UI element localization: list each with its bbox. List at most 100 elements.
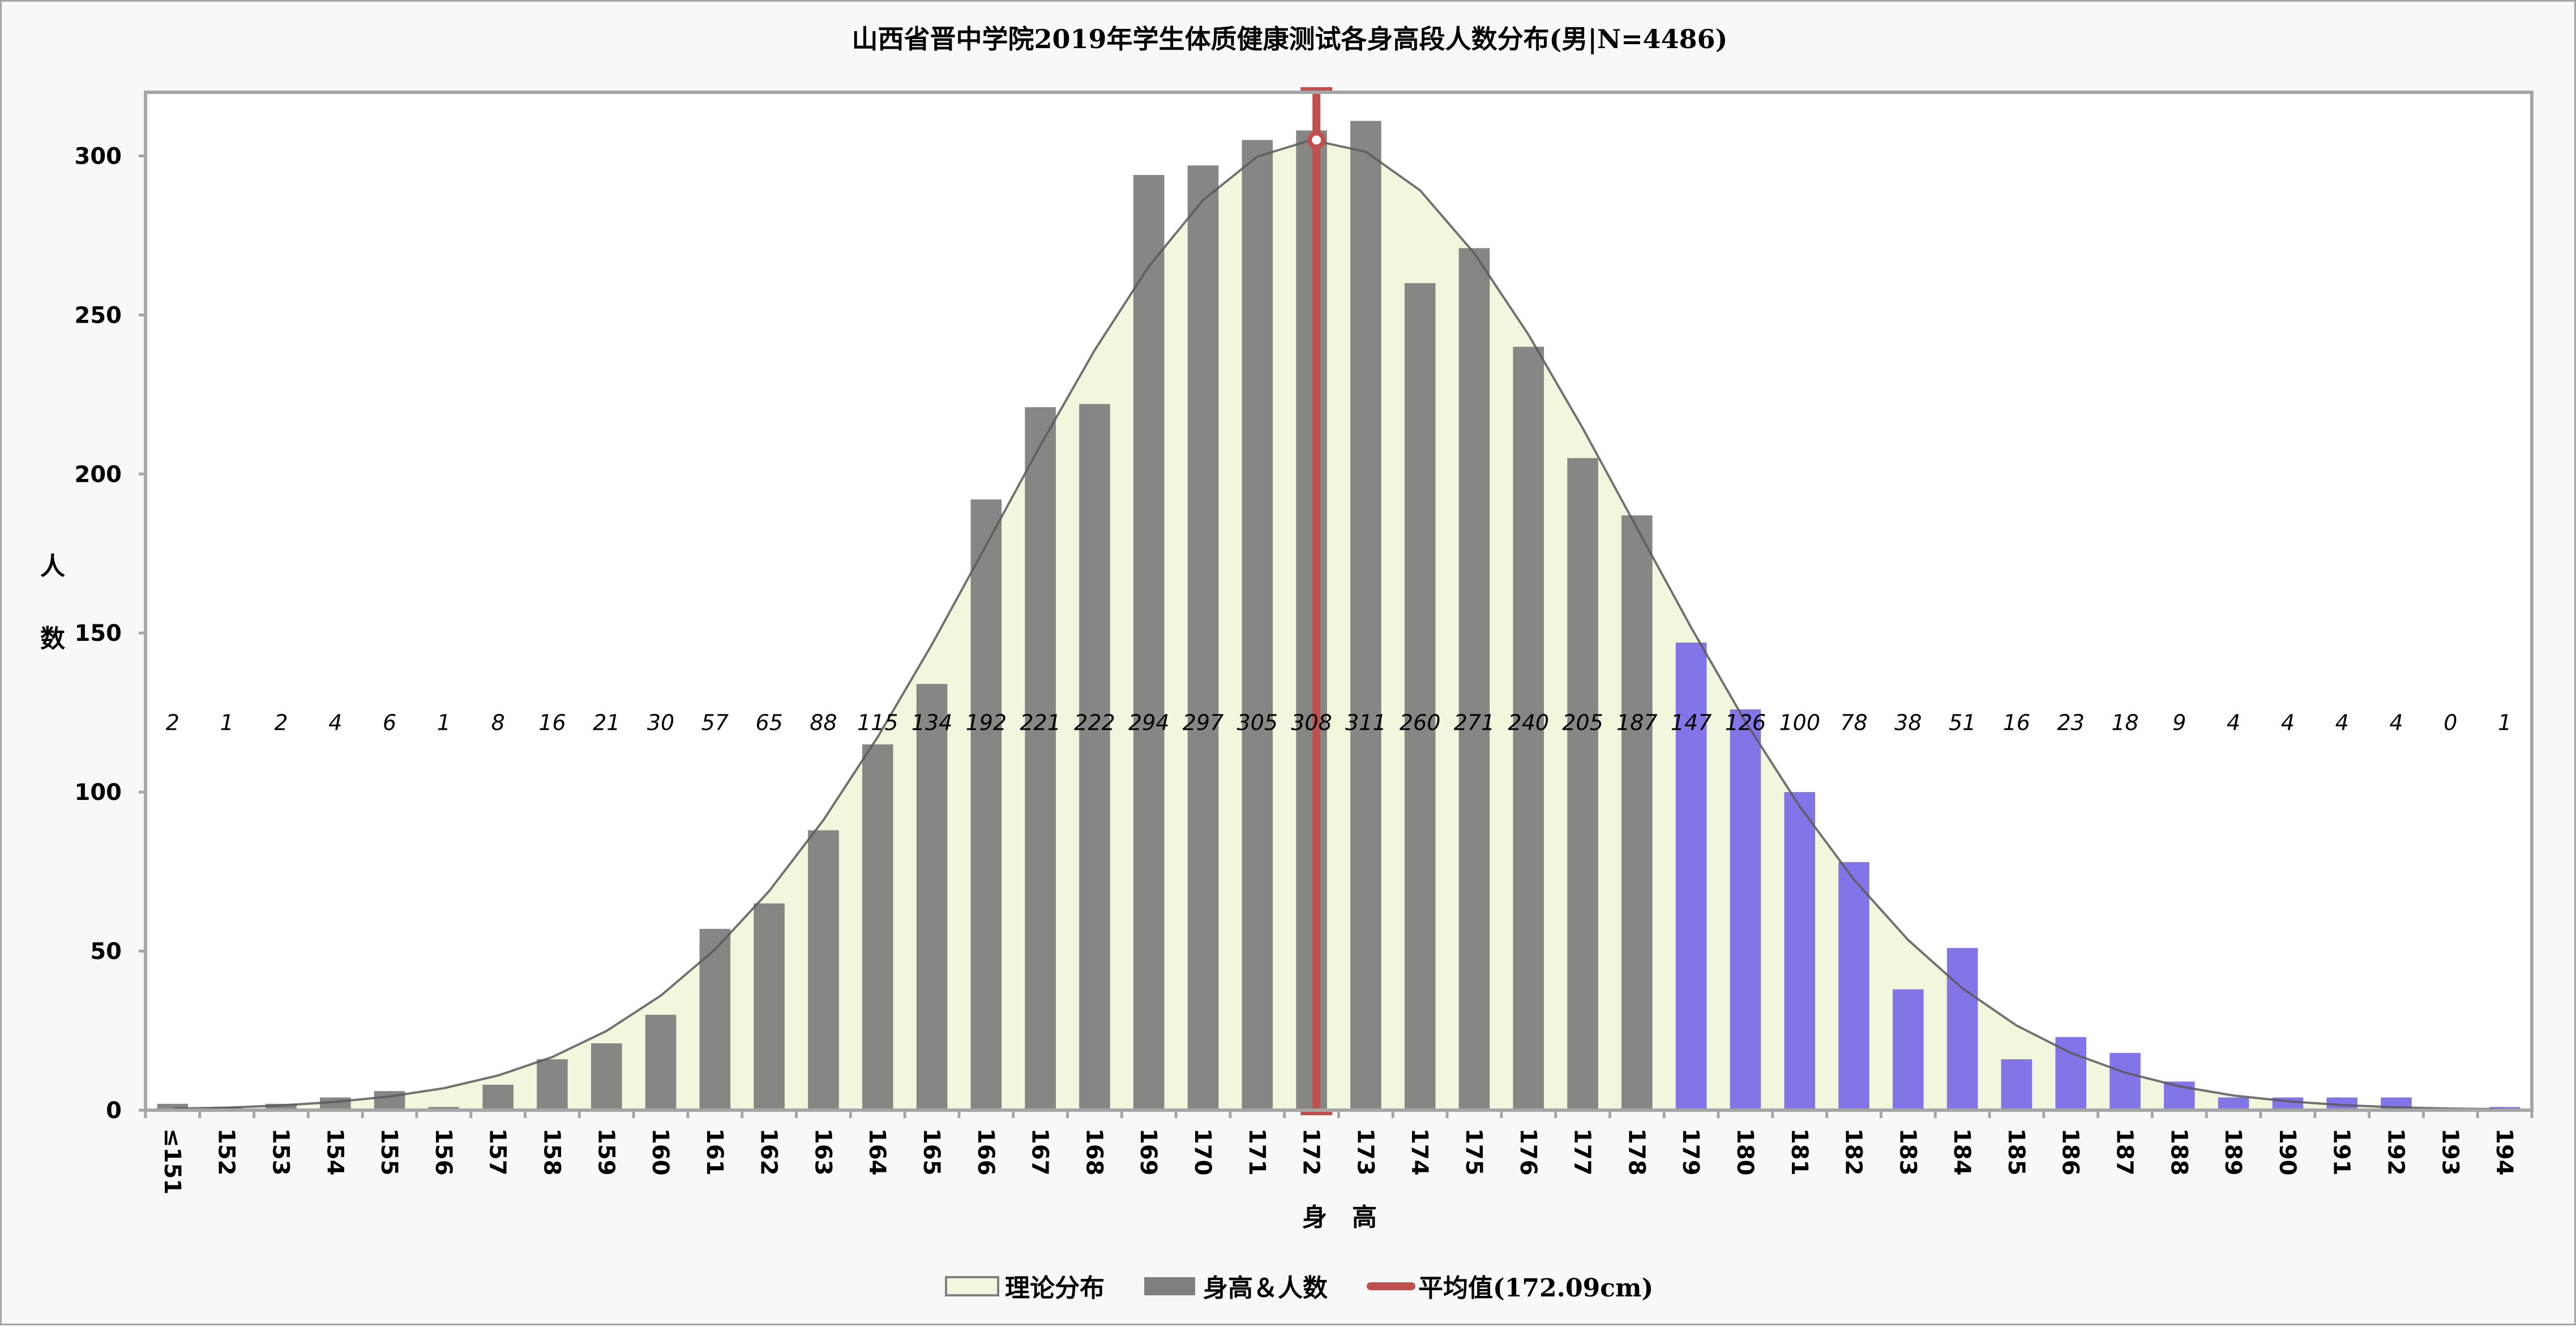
bar — [1404, 283, 1436, 1110]
theoretical-distribution-line — [172, 139, 2505, 1111]
x-tick-label: 166 — [973, 1128, 999, 1176]
legend-item: 身高＆人数 — [1144, 1274, 1328, 1303]
x-tick-label: 168 — [1081, 1128, 1107, 1176]
x-tick-label: 189 — [2220, 1128, 2246, 1176]
legend-swatch-bar — [1144, 1277, 1195, 1295]
x-tick-label: 159 — [593, 1128, 619, 1176]
x-tick-label: 179 — [1678, 1128, 1704, 1176]
x-axis: ≤151 152 153 154 155 156 157 158 159 160 161 162 163… — [144, 1110, 2534, 1195]
x-tick-label: 191 — [2329, 1128, 2355, 1176]
bar — [2326, 1097, 2358, 1110]
data-label: 2 — [274, 710, 288, 735]
y-tick-label: 150 — [75, 620, 122, 647]
x-tick-label: 164 — [864, 1128, 890, 1176]
y-tick-label: 200 — [75, 461, 122, 487]
data-label: 9 — [2172, 710, 2186, 735]
x-tick-label: 184 — [1949, 1128, 1975, 1176]
data-label: 8 — [491, 710, 505, 735]
data-label: 221 — [1020, 710, 1061, 735]
x-tick-label: 185 — [2003, 1128, 2029, 1176]
y-tick-label: 250 — [75, 302, 122, 328]
x-tick-label: 171 — [1244, 1128, 1270, 1176]
mean-line — [1300, 87, 1333, 1115]
x-tick-label: ≤151 — [159, 1128, 185, 1195]
x-tick-label: 160 — [647, 1128, 673, 1176]
x-axis-title: 身 高 — [1302, 1203, 1377, 1232]
data-label: 38 — [1894, 710, 1922, 735]
bar — [1567, 458, 1598, 1110]
x-tick-label: 188 — [2166, 1128, 2192, 1176]
bar — [645, 1014, 677, 1110]
data-label: 6 — [383, 710, 396, 735]
data-label: 240 — [1508, 710, 1550, 735]
x-tick-label: 170 — [1189, 1128, 1216, 1176]
y-axis-title-char-2: 数 — [40, 624, 65, 653]
x-tick-label: 158 — [538, 1128, 564, 1176]
data-label: 21 — [593, 710, 620, 735]
data-label: 16 — [538, 710, 566, 735]
data-label: 147 — [1671, 710, 1712, 735]
data-label: 311 — [1345, 710, 1387, 735]
x-tick-label: 187 — [2112, 1128, 2138, 1176]
data-label: 0 — [2444, 710, 2457, 735]
bar — [1946, 948, 1978, 1110]
chart-title: 山西省晋中学院2019年学生体质健康测试各身高段人数分布(男|N=4486) — [852, 24, 1728, 54]
legend-item: 平均值(172.09cm) — [1367, 1274, 1653, 1303]
data-label: 205 — [1562, 710, 1603, 735]
x-tick-label: 157 — [485, 1128, 511, 1176]
bar — [1675, 643, 1707, 1110]
bar — [1513, 346, 1544, 1110]
curve — [172, 139, 2505, 1111]
bar — [1242, 140, 1273, 1110]
bar — [754, 903, 785, 1110]
legend-item: 理论分布 — [945, 1274, 1105, 1303]
legend-label: 理论分布 — [1005, 1274, 1105, 1303]
data-label: 1 — [220, 710, 234, 735]
bar — [808, 830, 839, 1110]
data-label: 308 — [1291, 710, 1332, 735]
bar — [2001, 1059, 2032, 1110]
x-tick-label: 169 — [1135, 1128, 1161, 1176]
x-tick-label: 190 — [2274, 1128, 2300, 1176]
theoretical-distribution-area — [146, 140, 2532, 1110]
bar — [1079, 404, 1110, 1111]
data-label: 297 — [1183, 710, 1224, 735]
x-tick-label: 181 — [1786, 1128, 1812, 1176]
data-label: 30 — [647, 710, 674, 735]
x-tick-label: 167 — [1027, 1128, 1053, 1176]
x-tick-label: 162 — [756, 1128, 782, 1176]
data-label: 88 — [810, 710, 837, 735]
data-label: 260 — [1400, 710, 1441, 735]
bar — [319, 1097, 351, 1110]
x-tick-label: 182 — [1841, 1128, 1867, 1176]
bar — [2109, 1052, 2141, 1110]
x-tick-label: 161 — [701, 1128, 728, 1176]
y-axis-title-char-1: 人 — [40, 552, 65, 581]
bar — [1187, 165, 1219, 1111]
data-label: 23 — [2057, 710, 2085, 735]
y-tick-label: 300 — [75, 143, 122, 169]
data-label: 192 — [966, 710, 1007, 735]
x-tick-label: 173 — [1352, 1128, 1378, 1176]
bar — [266, 1103, 297, 1110]
bar — [157, 1103, 189, 1110]
x-tick-label: 183 — [1894, 1128, 1920, 1176]
bar — [970, 499, 1002, 1111]
bar — [590, 1043, 622, 1110]
x-tick-label: 172 — [1298, 1128, 1324, 1176]
x-tick-label: 186 — [2057, 1128, 2083, 1176]
bar — [699, 928, 731, 1110]
data-labels: 2 1 2 4 6 1 8 16 21 30 57 65 88 115 134 192 221 222 294 297… — [166, 710, 2511, 735]
x-tick-label: 178 — [1623, 1128, 1649, 1176]
legend-label: 平均值(172.09cm) — [1418, 1274, 1653, 1303]
data-label: 57 — [701, 710, 729, 735]
mean-marker — [1307, 131, 1326, 149]
data-label: 126 — [1725, 710, 1766, 735]
x-tick-label: 174 — [1406, 1128, 1432, 1176]
bar — [1025, 407, 1056, 1110]
data-label: 51 — [1949, 710, 1976, 735]
bar — [2218, 1097, 2249, 1110]
bar — [1621, 515, 1653, 1111]
data-label: 271 — [1454, 710, 1495, 735]
